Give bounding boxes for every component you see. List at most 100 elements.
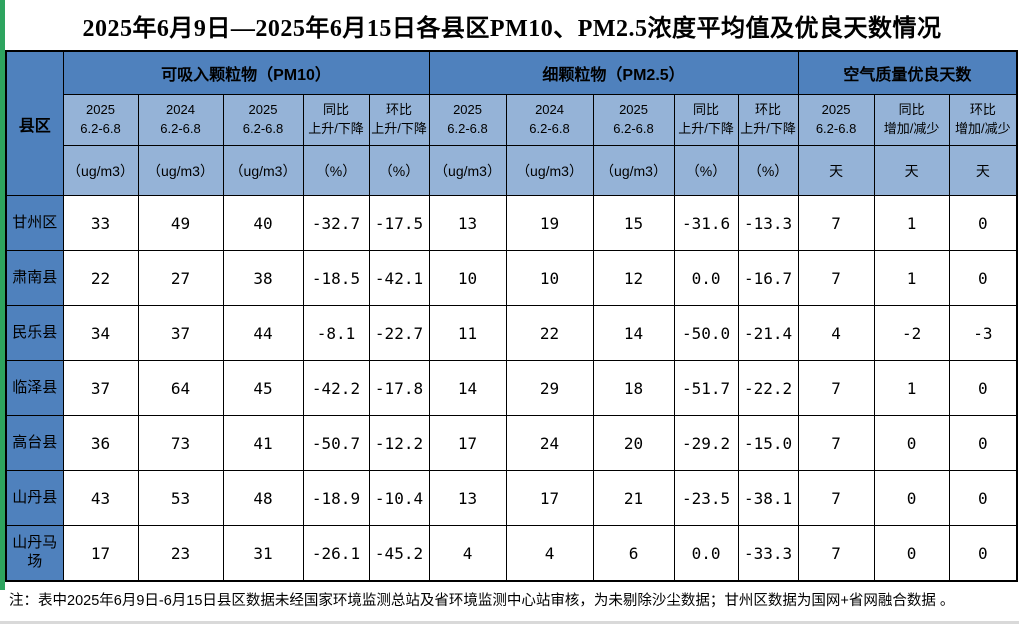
table-row: 民乐县 34 37 44 -8.1 -22.7 11 22 14 -50.0 -21.4 4 -2 -3 (5, 305, 1018, 361)
data-cell: 1 (873, 360, 950, 416)
data-cell: -18.5 (302, 250, 370, 306)
subheader-cell: 环比 上升/下降 (737, 94, 799, 146)
data-cell: -21.4 (737, 305, 799, 361)
data-cell: -17.8 (368, 360, 430, 416)
unit-cell: （ug/m3） (592, 145, 675, 196)
data-cell: -45.2 (368, 525, 430, 582)
subheader-cell: 2025 6.2-6.8 (797, 94, 875, 146)
data-cell: 0 (948, 470, 1018, 526)
data-cell: 23 (137, 525, 224, 582)
subheader-row: 2025 6.2-6.8 2024 6.2-6.8 2025 6.2-6.8 同比 上… (6, 94, 1018, 146)
data-cell: 53 (137, 470, 224, 526)
data-cell: 7 (797, 195, 875, 251)
subheader-cell: 环比 上升/下降 (368, 94, 430, 146)
data-cell: 48 (222, 470, 304, 526)
county-name: 山丹县 (5, 470, 64, 526)
data-cell: 0 (948, 195, 1018, 251)
data-cell: 64 (137, 360, 224, 416)
air-quality-table: 县区 可吸入颗粒物（PM10） 细颗粒物（PM2.5） 空气质量优良天数 2025 … (5, 50, 1019, 582)
data-cell: 7 (797, 470, 875, 526)
data-cell: 73 (137, 415, 224, 471)
subheader-cell: 2025 6.2-6.8 (62, 94, 139, 146)
data-cell: 22 (62, 250, 139, 306)
data-cell: 0 (948, 415, 1018, 471)
data-cell: -51.7 (673, 360, 739, 416)
data-cell: 19 (505, 195, 594, 251)
data-cell: 0.0 (673, 525, 739, 582)
data-cell: 37 (62, 360, 139, 416)
data-cell: 21 (592, 470, 675, 526)
data-cell: -15.0 (737, 415, 799, 471)
data-cell: -18.9 (302, 470, 370, 526)
data-cell: -38.1 (737, 470, 799, 526)
unit-cell: （ug/m3） (505, 145, 594, 196)
data-cell: 13 (428, 470, 507, 526)
data-cell: 22 (505, 305, 594, 361)
data-cell: -50.7 (302, 415, 370, 471)
data-cell: 1 (873, 195, 950, 251)
subheader-cell: 同比 增加/减少 (873, 94, 950, 146)
unit-cell: （%） (737, 145, 799, 196)
corner-header: 县区 (5, 50, 64, 196)
data-cell: 15 (592, 195, 675, 251)
data-cell: 0.0 (673, 250, 739, 306)
subheader-cell: 同比 上升/下降 (673, 94, 739, 146)
data-cell: -22.7 (368, 305, 430, 361)
data-cell: 36 (62, 415, 139, 471)
unit-cell: （%） (368, 145, 430, 196)
data-cell: 7 (797, 250, 875, 306)
unit-cell: （ug/m3） (62, 145, 139, 196)
data-cell: -33.3 (737, 525, 799, 582)
data-cell: -13.3 (737, 195, 799, 251)
data-cell: 4 (797, 305, 875, 361)
data-cell: 29 (505, 360, 594, 416)
unit-cell: （ug/m3） (428, 145, 507, 196)
data-cell: 10 (505, 250, 594, 306)
table-row: 甘州区 33 49 40 -32.7 -17.5 13 19 15 -31.6 -13.3 7 1 0 (5, 195, 1018, 251)
table-body: 甘州区 33 49 40 -32.7 -17.5 13 19 15 -31.6 -13.3 7 1 0 肃南… (5, 195, 1018, 582)
data-cell: -12.2 (368, 415, 430, 471)
subheader-cell: 2024 6.2-6.8 (137, 94, 224, 146)
data-cell: 33 (62, 195, 139, 251)
county-name: 甘州区 (5, 195, 64, 251)
data-cell: 14 (592, 305, 675, 361)
table-row: 临泽县 37 64 45 -42.2 -17.8 14 29 18 -51.7 -22.2 7 1 0 (5, 360, 1018, 416)
data-cell: 13 (428, 195, 507, 251)
data-cell: 40 (222, 195, 304, 251)
data-cell: -2 (873, 305, 950, 361)
unit-cell: （ug/m3） (137, 145, 224, 196)
unit-cell: （%） (302, 145, 370, 196)
table-row: 高台县 36 73 41 -50.7 -12.2 17 24 20 -29.2 -15.0 7 0 0 (5, 415, 1018, 471)
county-name: 高台县 (5, 415, 64, 471)
data-cell: -17.5 (368, 195, 430, 251)
unit-cell: 天 (873, 145, 950, 196)
subheader-cell: 2024 6.2-6.8 (505, 94, 594, 146)
subheader-cell: 环比 增加/减少 (948, 94, 1018, 146)
data-cell: 14 (428, 360, 507, 416)
data-cell: 31 (222, 525, 304, 582)
data-cell: -16.7 (737, 250, 799, 306)
data-cell: 38 (222, 250, 304, 306)
data-cell: 0 (948, 525, 1018, 582)
data-cell: 4 (428, 525, 507, 582)
data-cell: 34 (62, 305, 139, 361)
data-cell: 49 (137, 195, 224, 251)
subheader-cell: 同比 上升/下降 (302, 94, 370, 146)
data-cell: -8.1 (302, 305, 370, 361)
data-cell: 7 (797, 415, 875, 471)
county-name: 民乐县 (5, 305, 64, 361)
data-cell: 0 (873, 415, 950, 471)
data-cell: 7 (797, 525, 875, 582)
data-cell: -26.1 (302, 525, 370, 582)
unit-cell: （ug/m3） (222, 145, 304, 196)
county-name: 临泽县 (5, 360, 64, 416)
group-header: 空气质量优良天数 (797, 50, 1018, 95)
data-cell: -23.5 (673, 470, 739, 526)
data-cell: -32.7 (302, 195, 370, 251)
data-cell: -10.4 (368, 470, 430, 526)
group-header: 可吸入颗粒物（PM10） (62, 50, 430, 95)
data-cell: 11 (428, 305, 507, 361)
data-cell: 17 (505, 470, 594, 526)
data-cell: 0 (873, 470, 950, 526)
